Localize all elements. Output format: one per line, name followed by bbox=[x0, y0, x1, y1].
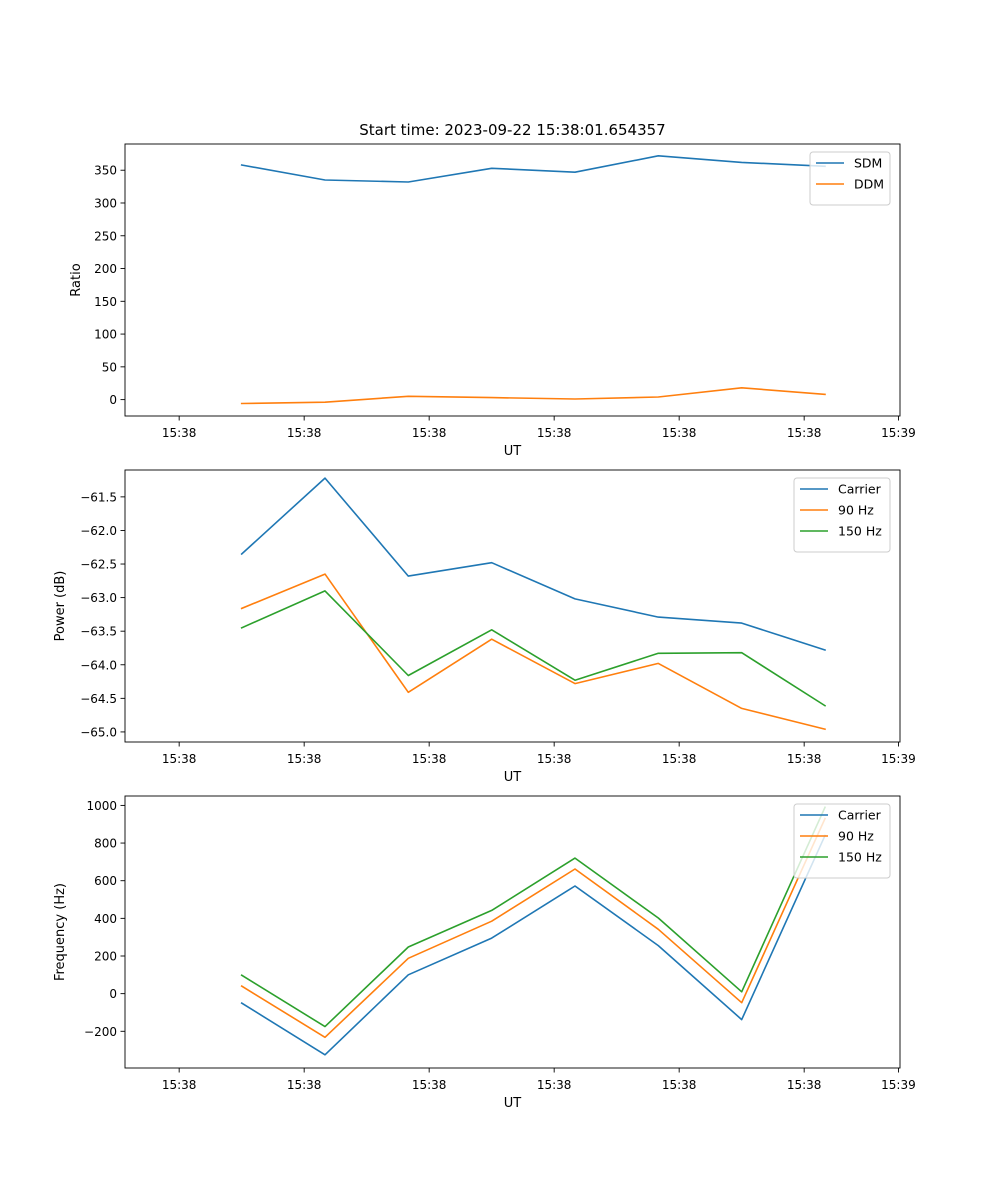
frequency-series-90-hz bbox=[240, 817, 827, 1039]
power-x-tick-label: 15:38 bbox=[537, 752, 572, 766]
frequency-x-axis-label: UT bbox=[504, 1096, 522, 1111]
ratio-y-tick-label: 50 bbox=[102, 360, 117, 374]
frequency-x-tick-label: 15:38 bbox=[662, 1078, 697, 1092]
ratio-series-lines bbox=[240, 155, 826, 405]
power-y-tick-label: −61.5 bbox=[80, 490, 117, 504]
ratio-x-tick-label: 15:39 bbox=[881, 426, 916, 440]
frequency-legend: Carrier 90 Hz 150 Hz bbox=[793, 803, 891, 879]
power-axes-frame bbox=[124, 469, 901, 743]
ratio-y-tick-label: 250 bbox=[94, 229, 117, 243]
power-x-tick-label: 15:39 bbox=[881, 752, 916, 766]
frequency-x-tick-label: 15:38 bbox=[287, 1078, 322, 1092]
frequency-y-tick-label: 1000 bbox=[86, 799, 117, 813]
frequency-plot: 15:38 15:38 15:38 15:38 15:38 15:38 15:39 −200 0… bbox=[53, 795, 916, 1111]
ratio-x-tick-label: 15:38 bbox=[662, 426, 697, 440]
frequency-y-tick-label: −200 bbox=[84, 1025, 117, 1039]
ratio-y-tick-label: 300 bbox=[94, 196, 117, 210]
power-legend-box bbox=[793, 477, 891, 553]
frequency-x-tick-label: 15:38 bbox=[162, 1078, 197, 1092]
frequency-y-tick-label: 600 bbox=[94, 874, 117, 888]
ratio-plot: 15:38 15:38 15:38 15:38 15:38 15:38 15:39 0 50 10… bbox=[69, 143, 916, 459]
frequency-y-tick-label: 800 bbox=[94, 837, 117, 851]
frequency-y-tick-label: 400 bbox=[94, 912, 117, 926]
ratio-x-axis-label: UT bbox=[504, 444, 522, 459]
ratio-y-tick-label: 0 bbox=[109, 393, 117, 407]
frequency-legend-label-carrier: Carrier bbox=[838, 808, 882, 823]
ratio-x-tick-label: 15:38 bbox=[412, 426, 447, 440]
ratio-x-tick-label: 15:38 bbox=[287, 426, 322, 440]
frequency-series-lines bbox=[240, 806, 827, 1056]
power-legend-label-90-hz: 90 Hz bbox=[838, 503, 874, 518]
power-y-tick-label: −63.5 bbox=[80, 625, 117, 639]
ratio-y-tick-label: 150 bbox=[94, 295, 117, 309]
frequency-x-tick-label: 15:38 bbox=[537, 1078, 572, 1092]
power-x-tick-label: 15:38 bbox=[412, 752, 447, 766]
ratio-series-sdm bbox=[240, 155, 826, 183]
frequency-x-tick-label: 15:38 bbox=[787, 1078, 822, 1092]
frequency-y-tick-label: 0 bbox=[109, 987, 117, 1001]
power-y-tick-label: −62.0 bbox=[80, 524, 117, 538]
ratio-y-axis-label: Ratio bbox=[69, 263, 84, 296]
power-legend: Carrier 90 Hz 150 Hz bbox=[793, 477, 891, 553]
ratio-legend-label-sdm: SDM bbox=[854, 156, 882, 171]
frequency-series-150-hz bbox=[240, 806, 827, 1028]
power-legend-label-carrier: Carrier bbox=[838, 482, 882, 497]
ratio-y-tick-label: 100 bbox=[94, 328, 117, 342]
ratio-legend-box bbox=[809, 151, 891, 206]
power-series-carrier bbox=[240, 477, 827, 652]
power-y-tick-label: −64.5 bbox=[80, 692, 117, 706]
frequency-series-carrier bbox=[240, 834, 827, 1056]
power-series-lines bbox=[240, 477, 827, 731]
power-x-tick-label: 15:38 bbox=[162, 752, 197, 766]
frequency-legend-label-150-hz: 150 Hz bbox=[838, 850, 882, 865]
frequency-y-axis-label: Frequency (Hz) bbox=[53, 883, 68, 981]
power-y-axis-label: Power (dB) bbox=[53, 571, 68, 642]
ratio-x-tick-label: 15:38 bbox=[787, 426, 822, 440]
ratio-y-tick-label: 350 bbox=[94, 164, 117, 178]
ratio-legend: SDM DDM bbox=[809, 151, 891, 206]
power-x-axis-label: UT bbox=[504, 770, 522, 785]
frequency-x-tick-label: 15:38 bbox=[412, 1078, 447, 1092]
power-x-tick-label: 15:38 bbox=[662, 752, 697, 766]
figure-title: Start time: 2023-09-22 15:38:01.654357 bbox=[359, 121, 665, 139]
frequency-x-tick-label: 15:39 bbox=[881, 1078, 916, 1092]
frequency-y-tick-label: 200 bbox=[94, 950, 117, 964]
ratio-x-tick-label: 15:38 bbox=[162, 426, 197, 440]
power-y-tick-label: −65.0 bbox=[80, 725, 117, 739]
power-plot: 15:38 15:38 15:38 15:38 15:38 15:38 15:39 −65.0… bbox=[53, 469, 916, 785]
frequency-axes-frame bbox=[124, 795, 901, 1069]
ratio-y-tick-label: 200 bbox=[94, 262, 117, 276]
power-x-tick-label: 15:38 bbox=[787, 752, 822, 766]
frequency-legend-label-90-hz: 90 Hz bbox=[838, 829, 874, 844]
power-y-tick-label: −64.0 bbox=[80, 658, 117, 672]
ratio-x-tick-label: 15:38 bbox=[537, 426, 572, 440]
frequency-legend-box bbox=[793, 803, 891, 879]
ratio-axes-frame bbox=[124, 143, 901, 417]
ratio-series-ddm bbox=[240, 386, 826, 405]
power-y-tick-label: −62.5 bbox=[80, 558, 117, 572]
power-series-90-hz bbox=[240, 573, 826, 731]
power-y-tick-label: −63.0 bbox=[80, 591, 117, 605]
power-x-tick-label: 15:38 bbox=[287, 752, 322, 766]
power-legend-label-150-hz: 150 Hz bbox=[838, 524, 882, 539]
power-series-150-hz bbox=[240, 590, 827, 707]
ratio-legend-label-ddm: DDM bbox=[854, 177, 884, 192]
